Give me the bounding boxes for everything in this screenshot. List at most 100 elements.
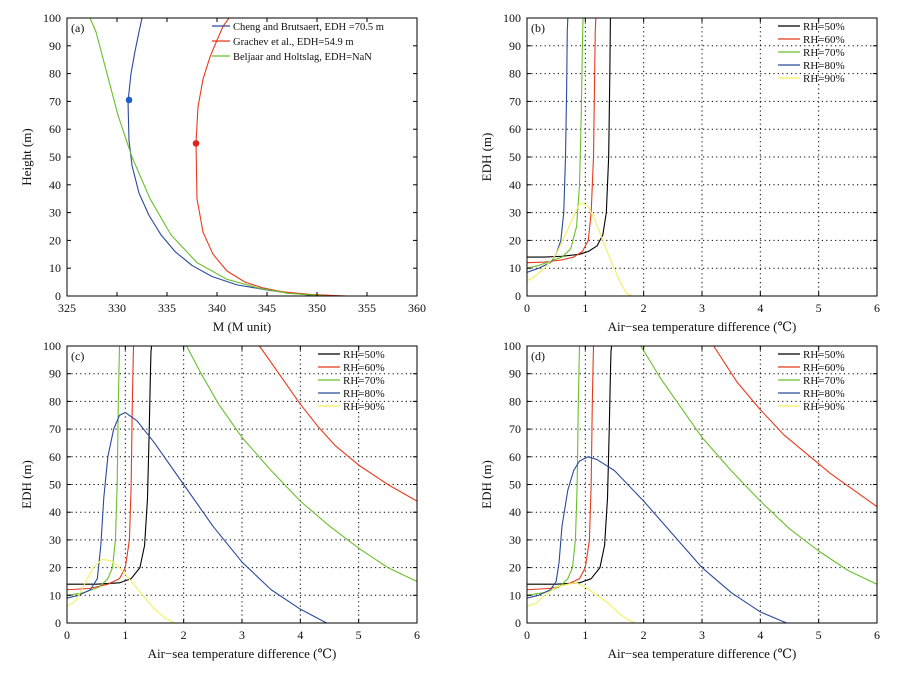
series-line-red	[195, 18, 348, 296]
y-tick-label: 60	[49, 122, 61, 136]
x-axis-label: Air−sea temperature difference (℃)	[148, 646, 337, 661]
panel-label: (a)	[71, 21, 84, 35]
series-line-black	[527, 346, 613, 585]
y-axis-label: Height (m)	[19, 128, 34, 185]
y-tick-label: 90	[509, 367, 521, 381]
y-tick-label: 50	[49, 150, 61, 164]
y-tick-label: 80	[509, 394, 521, 408]
y-tick-label: 10	[509, 588, 521, 602]
series-line-green	[527, 346, 877, 596]
panel-a: 325 330 335 340 345 350 355 360 0 10 20 30 40 50 60 70 8…	[19, 11, 426, 334]
series-group	[527, 18, 877, 296]
y-tick-label: 40	[49, 505, 61, 519]
legend-entry: RH=60%	[343, 362, 385, 374]
y-tick-label: 10	[509, 261, 521, 275]
series-group	[89, 18, 348, 296]
legend-entry: RH=80%	[803, 388, 845, 400]
y-tick-label: 50	[509, 150, 521, 164]
y-tick-label: 70	[509, 422, 521, 436]
y-tick-label: 70	[509, 94, 521, 108]
legend-entry: RH=80%	[343, 388, 385, 400]
y-tick-label: 100	[503, 11, 521, 25]
series-line-blue	[527, 18, 569, 273]
y-tick-label: 80	[49, 394, 61, 408]
x-tick-label: 5	[356, 628, 362, 642]
x-tick-label: 2	[641, 301, 647, 315]
series-line-blue	[67, 411, 327, 623]
y-tick-label: 100	[43, 11, 61, 25]
legend: RH=50%RH=60%RH=70%RH=80%RH=90%	[318, 349, 385, 413]
y-axis-label: EDH (m)	[479, 460, 494, 509]
y-tick-label: 30	[49, 533, 61, 547]
y-axis-label: EDH (m)	[479, 133, 494, 182]
x-axis-label: M (M unit)	[213, 319, 272, 334]
y-axis-label: EDH (m)	[19, 460, 34, 509]
x-tick-label: 1	[582, 628, 588, 642]
legend-entry: RH=50%	[343, 349, 385, 361]
legend-entry: RH=80%	[803, 60, 845, 72]
x-tick-label: 1	[122, 628, 128, 642]
x-tick-label: 0	[64, 628, 70, 642]
legend-entry: RH=90%	[803, 401, 845, 413]
x-tick-label: 4	[297, 628, 303, 642]
x-tick-label: 3	[239, 628, 245, 642]
x-tick-label: 3	[699, 628, 705, 642]
legend: RH=50%RH=60%RH=70%RH=80%RH=90%	[778, 21, 845, 85]
series-line-black	[67, 346, 153, 585]
x-tick-label: 330	[108, 301, 126, 315]
x-tick-label: 0	[524, 301, 530, 315]
y-tick-label: 30	[509, 206, 521, 220]
edh-marker	[192, 140, 200, 147]
legend: RH=50%RH=60%RH=70%RH=80%RH=90%	[778, 349, 845, 413]
y-tick-label: 80	[509, 67, 521, 81]
x-tick-label: 360	[408, 301, 426, 315]
series-line-blue	[127, 18, 318, 296]
x-tick-label: 6	[874, 628, 880, 642]
y-tick-label: 70	[49, 422, 61, 436]
series-line-yellow	[527, 202, 877, 296]
x-tick-label: 350	[308, 301, 326, 315]
x-tick-label: 335	[158, 301, 176, 315]
series-line-green	[67, 346, 417, 596]
x-tick-label: 6	[414, 628, 420, 642]
y-tick-label: 0	[55, 616, 61, 630]
panel-label: (d)	[531, 349, 545, 363]
series-line-black	[527, 18, 877, 258]
x-tick-label: 5	[816, 628, 822, 642]
y-tick-label: 10	[49, 588, 61, 602]
x-axis-label: Air−sea temperature difference (℃)	[608, 319, 797, 334]
legend: Cheng and Brutsaert, EDH =70.5 m Grachev …	[212, 22, 384, 63]
y-tick-label: 90	[49, 367, 61, 381]
series-line-red	[67, 346, 417, 591]
x-tick-label: 6	[874, 301, 880, 315]
x-tick-label: 4	[757, 301, 763, 315]
series-group	[67, 346, 417, 623]
y-tick-label: 60	[509, 122, 521, 136]
legend-entry: RH=70%	[343, 375, 385, 387]
series-line-blue	[527, 456, 787, 623]
x-axis-label: Air−sea temperature difference (℃)	[608, 646, 797, 661]
legend-entry: Beljaar and Holtslag, EDH=NaN	[233, 52, 372, 63]
x-tick-label: 5	[816, 301, 822, 315]
series-line-yellow	[527, 582, 877, 623]
legend-entry: RH=60%	[803, 362, 845, 374]
x-tick-label: 2	[181, 628, 187, 642]
y-tick-label: 50	[49, 478, 61, 492]
edh-marker	[125, 96, 133, 104]
x-tick-label: 2	[641, 628, 647, 642]
y-tick-label: 60	[49, 450, 61, 464]
legend-entry: RH=60%	[803, 34, 845, 46]
y-tick-label: 0	[55, 289, 61, 303]
series-group	[527, 346, 877, 623]
y-tick-label: 20	[509, 233, 521, 247]
legend-entry: RH=50%	[803, 21, 845, 33]
y-tick-label: 90	[509, 39, 521, 53]
y-tick-label: 20	[49, 561, 61, 575]
legend-entry: Grachev et al., EDH=54.9 m	[233, 37, 354, 48]
y-tick-label: 70	[49, 94, 61, 108]
x-tick-label: 4	[757, 628, 763, 642]
series-line-green	[527, 18, 877, 269]
